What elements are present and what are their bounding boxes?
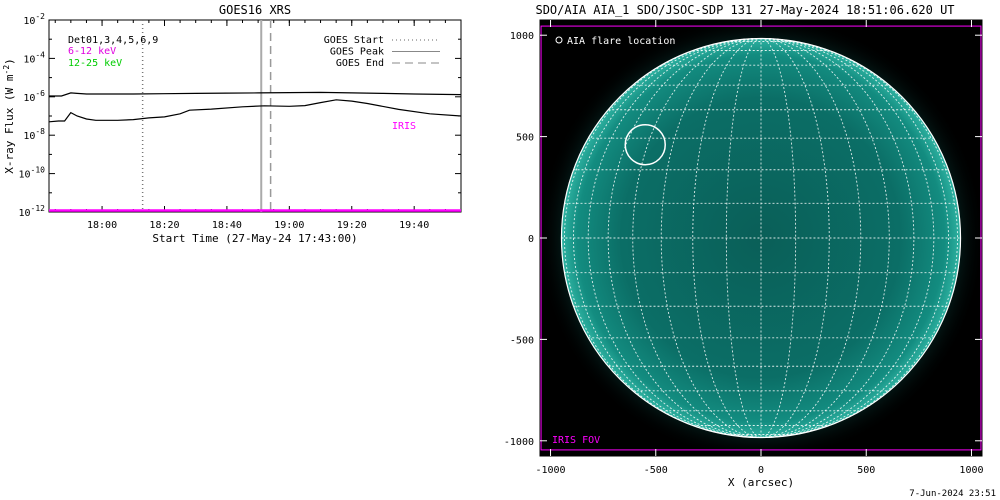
longitude-line	[573, 38, 762, 438]
aia-title: SDO/AIA AIA_1 SDO/JSOC-SDP 131 27-May-20…	[535, 3, 954, 17]
y-tick-label: 1000	[510, 31, 534, 42]
goes-event-lines	[141, 20, 272, 212]
iris-label: IRIS	[392, 121, 416, 132]
x-tick-label: 0	[758, 465, 764, 476]
longitude-line	[760, 38, 890, 438]
goes-panel: GOES16 XRS 10-2 10-4 10-6 10-8 10-10 10-12 18…	[2, 3, 462, 245]
x-tick-label: 18:40	[212, 220, 242, 231]
x-tick-label: 1000	[959, 465, 983, 476]
goes-title: GOES16 XRS	[219, 3, 291, 17]
y-tick-label: 500	[516, 133, 534, 144]
goes-series	[49, 91, 461, 212]
x-tick-label: 18:00	[87, 220, 117, 231]
x-tick-label: 500	[857, 465, 875, 476]
aia-legend: AIA flare location	[555, 36, 675, 47]
band-6-12-label: 6-12 keV	[68, 46, 116, 57]
longitude-line	[692, 38, 762, 438]
longitude-line	[760, 38, 935, 438]
longitude-line	[725, 38, 762, 438]
legend-label: GOES End	[336, 58, 384, 69]
x-tick-label: -500	[644, 465, 668, 476]
y-tick-label: 10-4	[23, 50, 45, 65]
iris-fov-label: IRIS FOV	[552, 435, 600, 446]
aia-x-axis: -1000 -500 0 500 1000	[535, 20, 984, 476]
legend-label: GOES Start	[324, 35, 384, 46]
longitude-line	[760, 38, 797, 438]
x-tick-label: 19:20	[337, 220, 367, 231]
aia-panel: SDO/AIA AIA_1 SDO/JSOC-SDP 131 27-May-20…	[504, 3, 984, 489]
legend-label: GOES Peak	[330, 47, 384, 58]
x-tick-label: -1000	[535, 465, 565, 476]
y-tick-label: 10-10	[19, 166, 46, 181]
aia-y-axis: 1000 500 0 -500 -1000	[504, 31, 982, 448]
longitude-line	[760, 38, 830, 438]
longitude-line	[760, 38, 915, 438]
y-tick-label: 0	[528, 234, 534, 245]
flare-location-circle	[624, 123, 666, 166]
series-1-8-a	[49, 91, 461, 97]
aia-image	[540, 20, 982, 456]
longitude-line	[632, 38, 762, 438]
flare-marker-icon	[555, 36, 563, 44]
longitude-line	[660, 38, 762, 438]
y-tick-label: 10-12	[19, 204, 46, 219]
solar-disk	[561, 38, 961, 438]
longitude-line	[760, 38, 949, 438]
y-tick-label: 10-8	[23, 127, 45, 142]
x-tick-label: 18:20	[149, 220, 179, 231]
solar-limb	[560, 37, 962, 439]
y-tick-label: -1000	[504, 437, 534, 448]
y-tick-label: 10-2	[23, 12, 45, 27]
series-0-5-4-a	[49, 99, 461, 123]
longitude-line	[607, 38, 762, 438]
goes-ylabel: X-ray Flux (W m-2)	[2, 58, 16, 174]
band-12-25-label: 12-25 keV	[68, 58, 122, 69]
aia-xlabel: X (arcsec)	[728, 476, 794, 489]
y-tick-label: 10-6	[23, 89, 45, 104]
aia-legend-label: AIA flare location	[567, 36, 675, 47]
y-tick-label: -500	[510, 335, 534, 346]
longitude-line	[760, 38, 862, 438]
longitude-line	[587, 38, 762, 438]
detector-label: Det01,3,4,5,6,9	[68, 35, 158, 46]
goes-xlabel: Start Time (27-May-24 17:43:00)	[152, 232, 357, 245]
x-tick-label: 19:40	[399, 220, 429, 231]
footer-timestamp: 7-Jun-2024 23:51	[909, 489, 996, 499]
x-tick-label: 19:00	[274, 220, 304, 231]
